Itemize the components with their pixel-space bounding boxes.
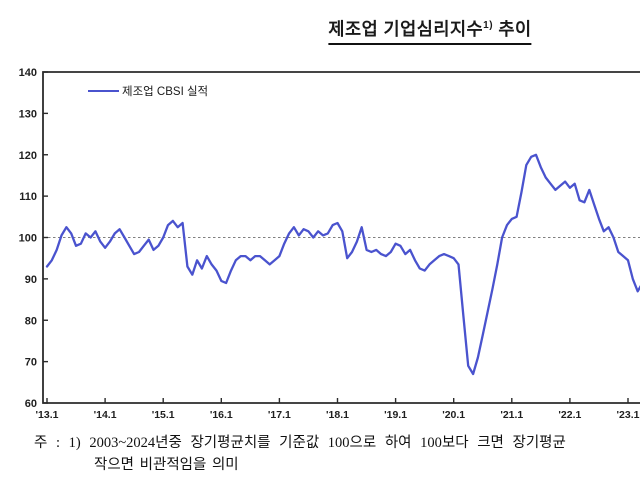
x-axis-label: '18.1 [326, 409, 349, 421]
y-axis-label: 100 [19, 233, 37, 245]
x-axis-label: '22.1 [558, 409, 581, 421]
legend: 제조업 CBSI 실적 [88, 83, 208, 99]
title-main: 제조업 기업심리지수 [328, 19, 484, 39]
x-axis-label: '20.1 [442, 409, 465, 421]
y-axis-label: 60 [25, 398, 37, 410]
legend-line-swatch [88, 90, 119, 92]
footnote-line-1: 주 : 1) 2003~2024년중 장기평균치를 기준값 100으로 하여 1… [34, 435, 566, 451]
footnote-line-2: 작으면 비관적임을 의미 [94, 457, 239, 473]
y-axis-label: 80 [25, 315, 37, 327]
title-footnote-marker: 1) [483, 20, 494, 32]
y-axis-label: 120 [19, 150, 37, 162]
y-axis-label: 140 [19, 67, 37, 79]
y-axis-label: 130 [19, 108, 37, 120]
x-axis-label: '13.1 [36, 409, 59, 421]
page-title: 제조업 기업심리지수1) 추이 [328, 16, 532, 45]
legend-label: 제조업 CBSI 실적 [122, 86, 209, 98]
cbsi-series-line [45, 153, 640, 376]
x-axis-label: '14.1 [94, 409, 117, 421]
x-axis-label: '19.1 [384, 409, 407, 421]
x-axis-label: '21.1 [500, 409, 523, 421]
x-axis-label: '17.1 [268, 409, 291, 421]
title-tail: 추이 [493, 19, 532, 39]
x-axis-label: '15.1 [152, 409, 175, 421]
y-axis-label: 110 [19, 191, 37, 203]
x-axis-label: '16.1 [210, 409, 233, 421]
y-axis-label: 70 [25, 357, 37, 369]
x-axis-label: '23.1 [617, 409, 640, 421]
y-axis-label: 90 [25, 274, 37, 286]
